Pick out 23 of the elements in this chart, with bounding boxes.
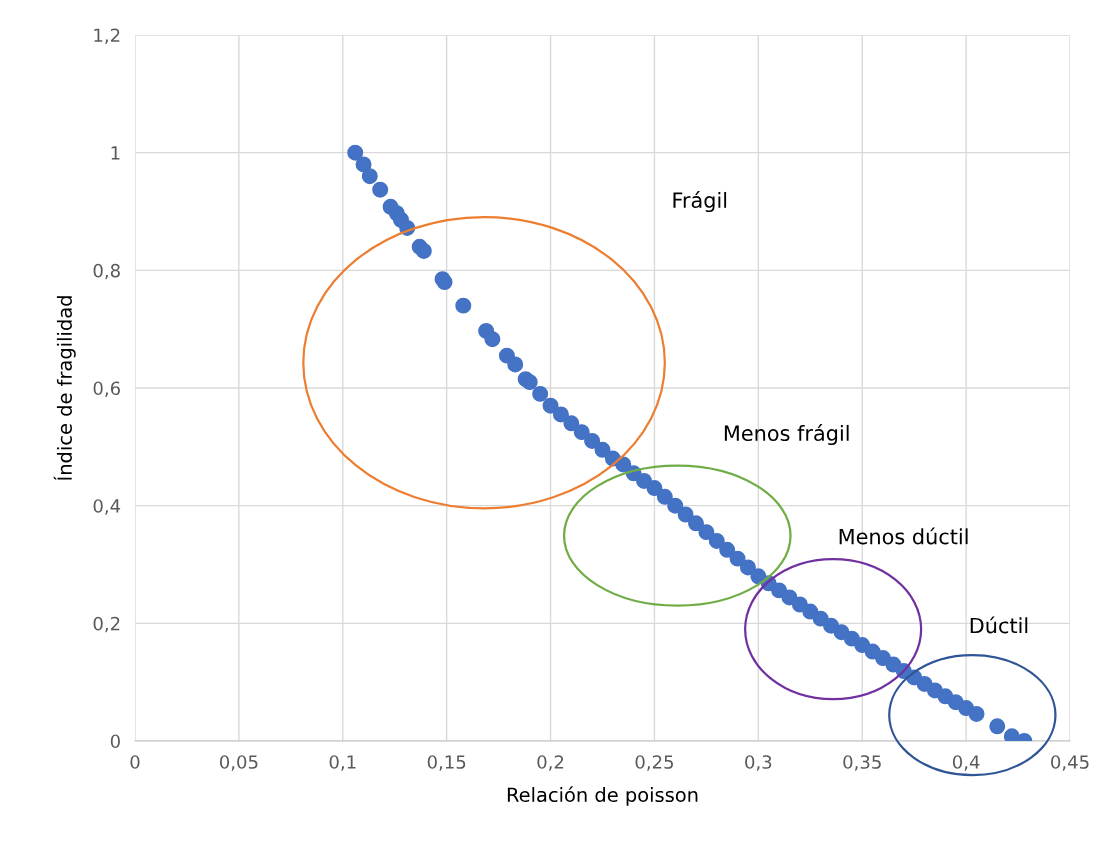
y-tick-label: 1 [111, 146, 120, 160]
y-tick-label: 0,6 [93, 381, 120, 397]
annotation: Frágil [673, 191, 727, 213]
y-axis-title: Índice de fragilidad [53, 296, 76, 480]
x-tick-label: 0,3 [745, 755, 772, 771]
annotation: Menos dúctil [839, 527, 968, 545]
annotation: Menos frágil [724, 424, 849, 446]
y-tick-label: 0,2 [93, 616, 120, 633]
x-axis-title: Relación de poisson [507, 786, 698, 806]
x-tick-label: 0,25 [635, 755, 673, 771]
y-tick-label: 0,4 [93, 499, 121, 515]
annotation: Dúctil [970, 616, 1028, 634]
x-tick-label: 0,45 [1051, 755, 1089, 771]
x-tick-label: 0,1 [329, 755, 356, 771]
x-tick-label: 0,15 [427, 755, 466, 771]
x-tick-label: 0,05 [219, 755, 258, 771]
x-tick-label: 0,35 [843, 755, 881, 771]
y-tick-label: 0 [110, 734, 120, 749]
y-tick-label: 1,2 [94, 28, 120, 44]
x-tick-label: 0,2 [537, 755, 564, 771]
x-tick-label: 0,4 [952, 755, 980, 771]
y-tick-label: 0,8 [93, 263, 120, 280]
x-tick-label: 0 [130, 755, 140, 769]
